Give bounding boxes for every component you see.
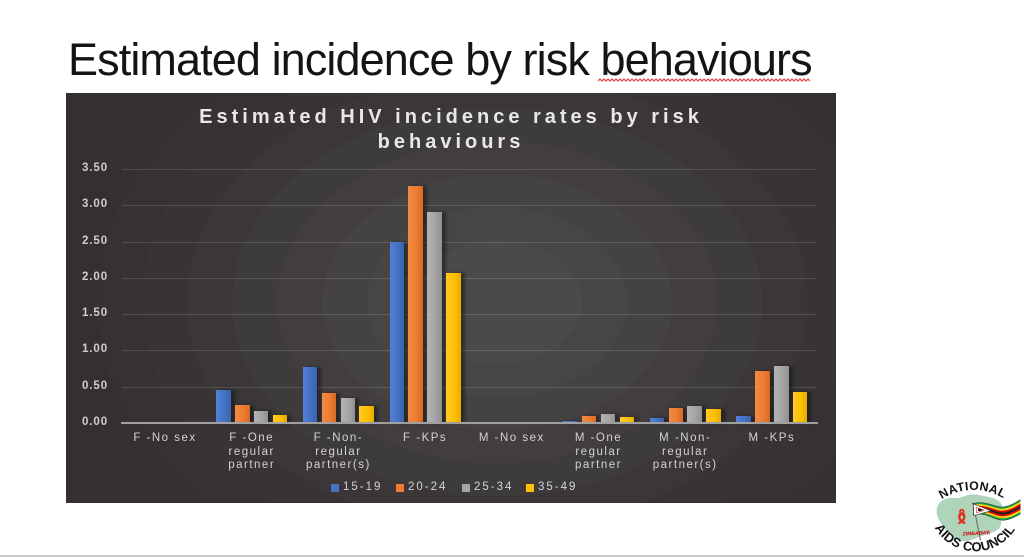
svg-text:ZIMBABWE: ZIMBABWE	[962, 530, 991, 538]
